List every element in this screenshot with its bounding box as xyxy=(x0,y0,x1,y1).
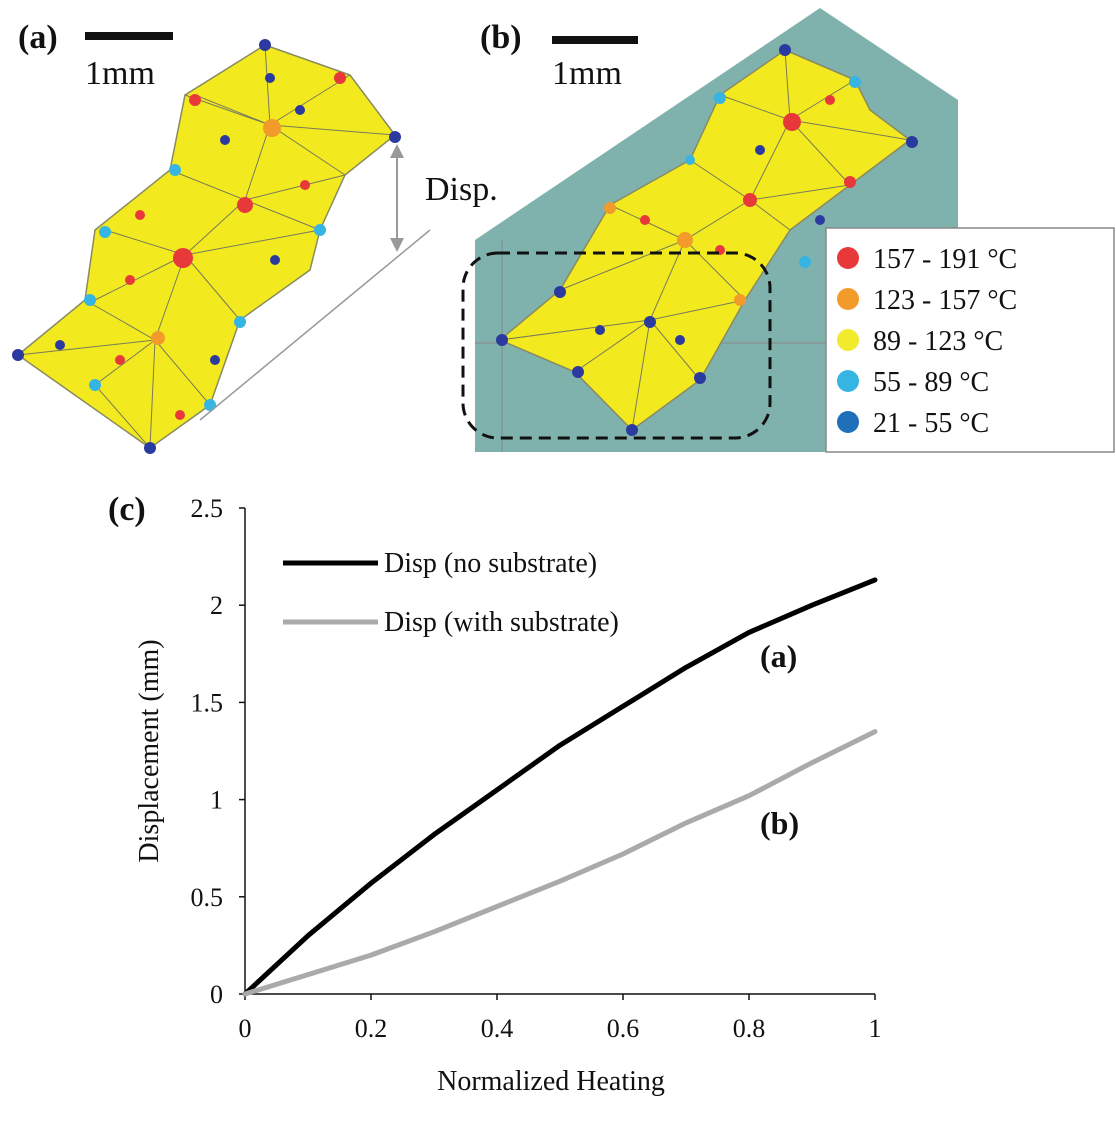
lattice-a-nodes xyxy=(12,39,401,454)
panel-b-lattice xyxy=(496,44,918,436)
series-legend-label-no-substrate: Disp (no substrate) xyxy=(384,548,597,579)
legend-swatch xyxy=(837,411,859,433)
x-tick-label: 0.4 xyxy=(481,1014,514,1043)
lattice-a-shape xyxy=(16,44,397,449)
panel-a-lattice xyxy=(12,39,401,454)
panel-b-label: (b) xyxy=(480,19,522,56)
panel-a-label: (a) xyxy=(18,19,58,56)
temperature-legend: 157 - 191 °C 123 - 157 °C 89 - 123 °C 55… xyxy=(825,227,1115,453)
legend-item: 21 - 55 °C xyxy=(837,408,989,439)
panel-a: (a) 1mm xyxy=(12,19,498,454)
y-axis-title: Displacement (mm) xyxy=(134,639,165,862)
x-axis-title: Normalized Heating xyxy=(437,1066,665,1097)
legend-label: 123 - 157 °C xyxy=(873,285,1017,316)
x-tick-label: 0 xyxy=(239,1014,252,1043)
panel-c-chart: (c) 0 0.5 1 1.5 2 2.5 0 0.2 0.4 0.6 0.8 1 Normaliz… xyxy=(108,491,882,1097)
y-tick-label: 1.5 xyxy=(191,688,224,717)
curve-tag-a: (a) xyxy=(760,638,797,674)
legend-label: 55 - 89 °C xyxy=(873,367,989,398)
panel-a-scale-bar xyxy=(85,32,173,40)
legend-label: 21 - 55 °C xyxy=(873,408,989,439)
series-line-with-substrate xyxy=(242,729,878,997)
disp-label: Disp. xyxy=(425,171,498,208)
legend-swatch xyxy=(837,370,859,392)
x-tick-label: 0.2 xyxy=(355,1014,388,1043)
legend-item: 89 - 123 °C xyxy=(837,326,1003,357)
y-tick-label: 0.5 xyxy=(191,883,224,912)
panel-c-label: (c) xyxy=(108,491,146,528)
x-ticks: 0 0.2 0.4 0.6 0.8 1 xyxy=(239,994,882,1043)
legend-label: 89 - 123 °C xyxy=(873,326,1003,357)
legend-item: 157 - 191 °C xyxy=(837,244,1017,275)
x-tick-label: 1 xyxy=(869,1014,882,1043)
series-lines xyxy=(242,577,878,997)
lattice-b-nodes xyxy=(496,44,918,436)
y-tick-label: 2 xyxy=(210,591,223,620)
legend-item: 123 - 157 °C xyxy=(837,285,1017,316)
chart-axes xyxy=(244,508,875,995)
series-legend: Disp (no substrate) Disp (with substrate… xyxy=(283,548,619,638)
lattice-b-shape xyxy=(498,49,912,431)
curve-tag-b: (b) xyxy=(760,805,799,841)
y-tick-label: 2.5 xyxy=(191,494,224,523)
disp-indicator xyxy=(199,144,431,421)
legend-swatch xyxy=(837,329,859,351)
panel-b-scale-label: 1mm xyxy=(552,55,622,92)
x-tick-label: 0.8 xyxy=(733,1014,766,1043)
legend-swatch xyxy=(837,247,859,269)
panel-a-scale-label: 1mm xyxy=(85,55,155,92)
y-tick-label: 1 xyxy=(210,786,223,815)
series-legend-label-with-substrate: Disp (with substrate) xyxy=(384,607,619,638)
highlight-box xyxy=(461,251,772,440)
series-line-no-substrate xyxy=(242,577,878,997)
y-ticks: 0 0.5 1 1.5 2 2.5 xyxy=(191,494,245,1009)
legend-swatch xyxy=(837,288,859,310)
legend-item: 55 - 89 °C xyxy=(837,367,989,398)
legend-label: 157 - 191 °C xyxy=(873,244,1017,275)
x-tick-label: 0.6 xyxy=(607,1014,640,1043)
legend-box xyxy=(825,227,1115,453)
panel-b-scale-bar xyxy=(552,36,638,44)
panel-b: (b) 1mm xyxy=(461,8,1115,453)
y-tick-label: 0 xyxy=(210,980,223,1009)
